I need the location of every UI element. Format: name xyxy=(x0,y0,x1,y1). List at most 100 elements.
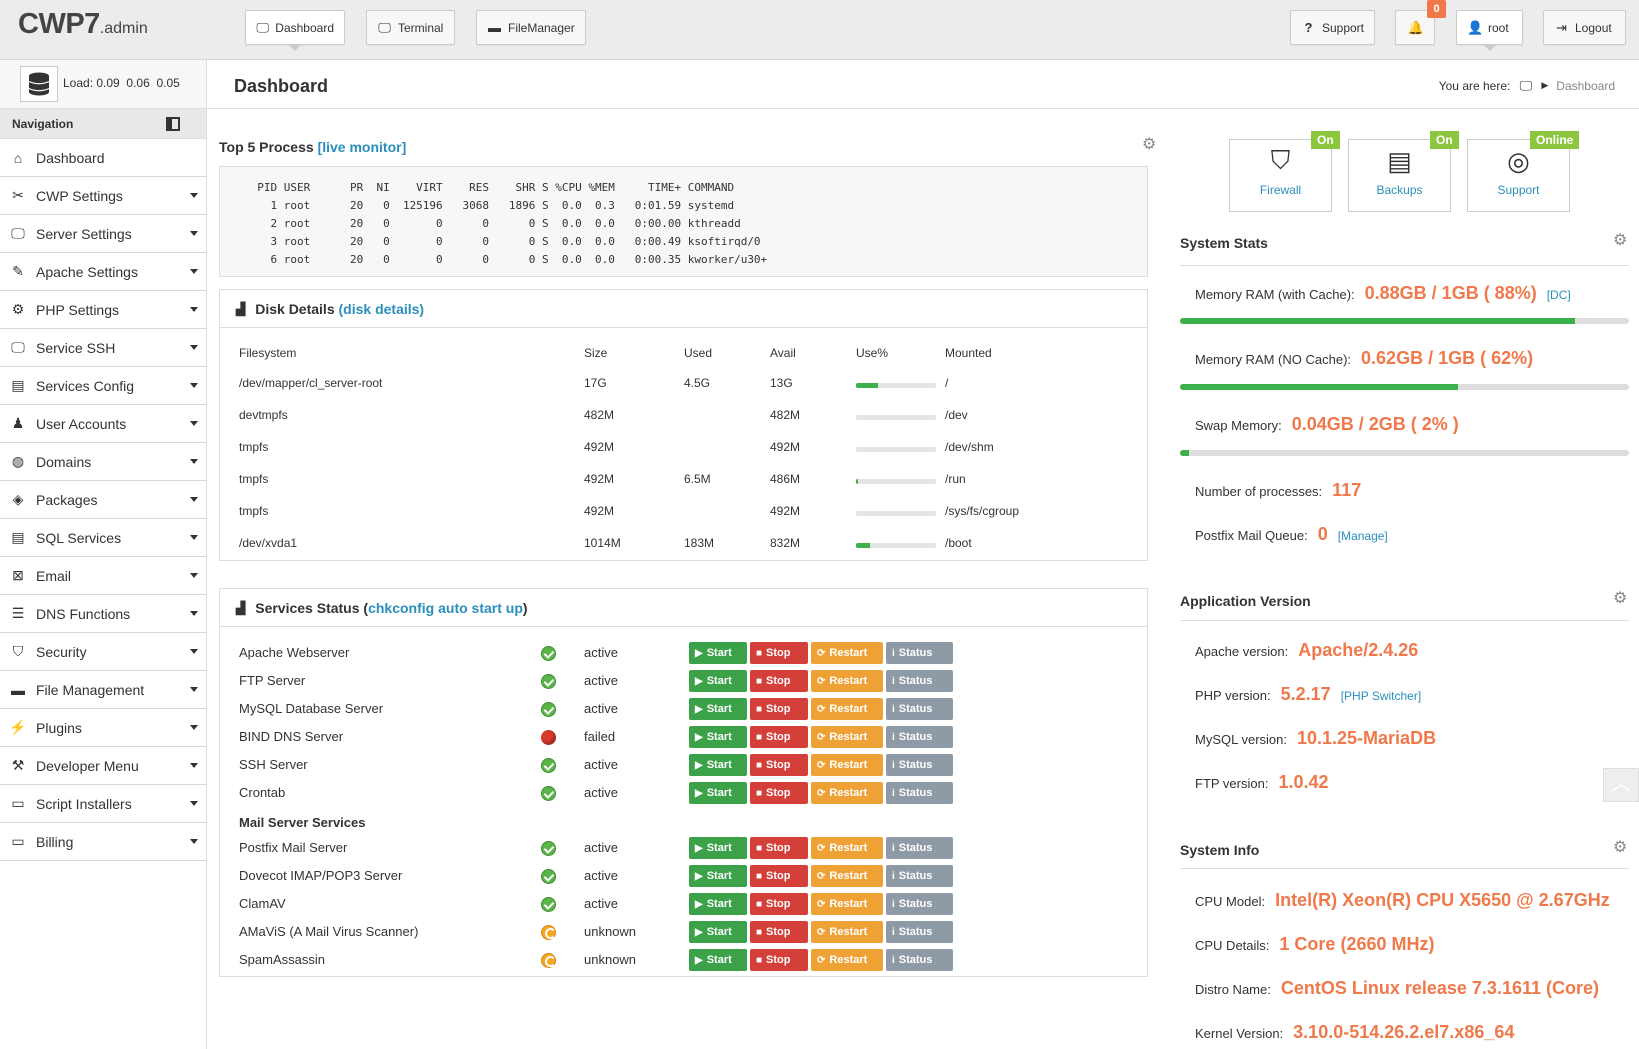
disk-details-link[interactable]: (disk details) xyxy=(338,300,425,317)
logo[interactable]: CWP7.admin xyxy=(18,8,148,41)
sidebar-toggle-icon[interactable] xyxy=(166,117,180,131)
stop-button[interactable]: ■ Stop xyxy=(750,642,808,664)
restart-button[interactable]: ⟳ Restart xyxy=(811,670,883,692)
status-button[interactable]: i Status xyxy=(886,949,953,971)
monitor-icon[interactable]: 🖵 xyxy=(1519,78,1533,93)
caret-down-icon xyxy=(190,725,198,730)
sidebar-item-php-settings[interactable]: ⚙ PHP Settings xyxy=(0,291,206,329)
shield-icon: ⛉ xyxy=(1270,145,1291,175)
sidebar-item-service-ssh[interactable]: 🖵 Service SSH xyxy=(0,329,206,367)
restart-button[interactable]: ⟳ Restart xyxy=(811,893,883,915)
sidebar-item-cwp-settings[interactable]: ✂ CWP Settings xyxy=(0,177,206,215)
quick-backups-button[interactable]: ▤ Backups xyxy=(1348,139,1451,212)
stop-button[interactable]: ■ Stop xyxy=(750,921,808,943)
stop-button[interactable]: ■ Stop xyxy=(750,893,808,915)
database-icon[interactable] xyxy=(20,66,58,102)
dashboard-button[interactable]: 🖵 Dashboard xyxy=(245,10,345,51)
status-button[interactable]: i Status xyxy=(886,921,953,943)
status-button[interactable]: i Status xyxy=(886,726,953,748)
filemanager-button[interactable]: ▬ FileManager xyxy=(476,10,586,45)
monitor-icon: 🖵 xyxy=(11,225,25,241)
sidebar-item-label: Email xyxy=(36,567,72,584)
gear-icon[interactable]: ⚙ xyxy=(1613,839,1628,856)
status-button[interactable]: i Status xyxy=(886,642,953,664)
restart-button[interactable]: ⟳ Restart xyxy=(811,754,883,776)
restart-button[interactable]: ⟳ Restart xyxy=(811,837,883,859)
start-button[interactable]: ▶ Start xyxy=(689,837,747,859)
folder-icon: ▬ xyxy=(488,20,501,35)
sidebar-item-dns-functions[interactable]: ☰ DNS Functions xyxy=(0,595,206,633)
support-button[interactable]: ? Support xyxy=(1290,10,1375,45)
scroll-to-top-button[interactable]: ︿ xyxy=(1603,768,1639,802)
sidebar-item-services-config[interactable]: ▤ Services Config xyxy=(0,367,206,405)
sidebar-item-plugins[interactable]: ⚡ Plugins xyxy=(0,709,206,747)
gear-icon[interactable]: ⚙ xyxy=(1613,232,1628,249)
status-badge: On xyxy=(1430,131,1459,149)
stop-icon: ■ xyxy=(756,870,763,882)
stop-button[interactable]: ■ Stop xyxy=(750,949,808,971)
gear-icon[interactable]: ⚙ xyxy=(1613,590,1628,607)
stop-button[interactable]: ■ Stop xyxy=(750,837,808,859)
sidebar-item-file-management[interactable]: ▬ File Management xyxy=(0,671,206,709)
restart-button[interactable]: ⟳ Restart xyxy=(811,726,883,748)
drop-cache-link[interactable]: [DC] xyxy=(1546,288,1571,302)
load-label: Load: xyxy=(63,76,94,90)
php-switcher-link[interactable]: [PHP Switcher] xyxy=(1340,689,1422,703)
start-button[interactable]: ▶ Start xyxy=(689,893,747,915)
sidebar-item-dashboard[interactable]: ⌂ Dashboard xyxy=(0,139,206,177)
stop-button[interactable]: ■ Stop xyxy=(750,782,808,804)
sidebar-item-label: Security xyxy=(36,643,87,660)
restart-button[interactable]: ⟳ Restart xyxy=(811,921,883,943)
manage-queue-link[interactable]: [Manage] xyxy=(1337,529,1388,543)
restart-button[interactable]: ⟳ Restart xyxy=(811,698,883,720)
stop-button[interactable]: ■ Stop xyxy=(750,726,808,748)
status-button[interactable]: i Status xyxy=(886,893,953,915)
status-button[interactable]: i Status xyxy=(886,837,953,859)
start-button[interactable]: ▶ Start xyxy=(689,670,747,692)
sidebar-item-email[interactable]: ⊠ Email xyxy=(0,557,206,595)
quick-firewall-button[interactable]: ⛉ Firewall xyxy=(1229,139,1332,212)
sidebar-item-server-settings[interactable]: 🖵 Server Settings xyxy=(0,215,206,253)
sidebar-item-apache-settings[interactable]: ✎ Apache Settings xyxy=(0,253,206,291)
status-button[interactable]: i Status xyxy=(886,670,953,692)
status-button[interactable]: i Status xyxy=(886,865,953,887)
disk-cell-mounted: /sys/fs/cgroup xyxy=(945,504,1020,518)
chkconfig-link[interactable]: chkconfig auto start up xyxy=(368,599,523,616)
start-button[interactable]: ▶ Start xyxy=(689,782,747,804)
sidebar-item-sql-services[interactable]: ▤ SQL Services xyxy=(0,519,206,557)
start-button[interactable]: ▶ Start xyxy=(689,726,747,748)
restart-button[interactable]: ⟳ Restart xyxy=(811,949,883,971)
stop-button[interactable]: ■ Stop xyxy=(750,754,808,776)
sidebar-item-packages[interactable]: ◈ Packages xyxy=(0,481,206,519)
logout-button[interactable]: ⇥ Logout xyxy=(1543,10,1626,45)
start-button[interactable]: ▶ Start xyxy=(689,754,747,776)
start-button[interactable]: ▶ Start xyxy=(689,698,747,720)
gear-icon[interactable]: ⚙ xyxy=(1142,136,1157,153)
status-button[interactable]: i Status xyxy=(886,754,953,776)
load-5: 0.06 xyxy=(126,76,150,90)
restart-button[interactable]: ⟳ Restart xyxy=(811,642,883,664)
quick-support-button[interactable]: ◎ Support xyxy=(1467,139,1570,212)
sidebar-item-security[interactable]: ⛉ Security xyxy=(0,633,206,671)
start-button[interactable]: ▶ Start xyxy=(689,865,747,887)
sidebar-item-script-installers[interactable]: ▭ Script Installers xyxy=(0,785,206,823)
sidebar-item-user-accounts[interactable]: ♟ User Accounts xyxy=(0,405,206,443)
restart-button[interactable]: ⟳ Restart xyxy=(811,865,883,887)
start-button-label: Start xyxy=(706,954,732,966)
user-menu-button[interactable]: 👤 root xyxy=(1456,10,1523,51)
start-button[interactable]: ▶ Start xyxy=(689,949,747,971)
terminal-button[interactable]: 🖵 Terminal xyxy=(366,10,455,45)
start-button[interactable]: ▶ Start xyxy=(689,921,747,943)
status-button[interactable]: i Status xyxy=(886,698,953,720)
stop-button[interactable]: ■ Stop xyxy=(750,670,808,692)
status-button[interactable]: i Status xyxy=(886,782,953,804)
stop-button[interactable]: ■ Stop xyxy=(750,698,808,720)
sidebar-item-developer-menu[interactable]: ⚒ Developer Menu xyxy=(0,747,206,785)
stop-button[interactable]: ■ Stop xyxy=(750,865,808,887)
live-monitor-link[interactable]: [live monitor] xyxy=(317,139,407,155)
start-button[interactable]: ▶ Start xyxy=(689,642,747,664)
restart-button[interactable]: ⟳ Restart xyxy=(811,782,883,804)
sidebar-item-billing[interactable]: ▭ Billing xyxy=(0,823,206,861)
sidebar-item-domains[interactable]: ◍ Domains xyxy=(0,443,206,481)
stop-icon: ■ xyxy=(756,842,763,854)
